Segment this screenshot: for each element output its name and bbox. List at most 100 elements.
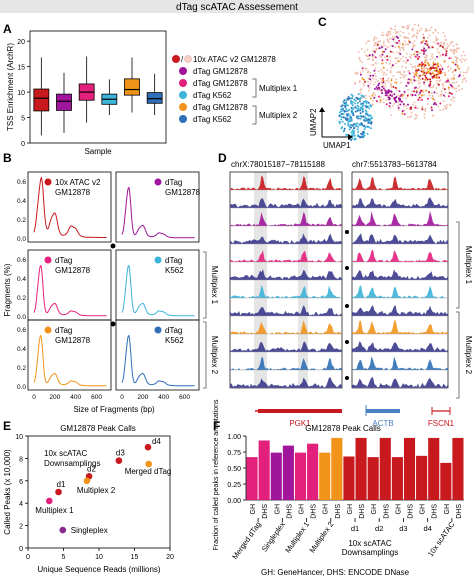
umap-point: [405, 52, 408, 55]
umap-point: [389, 71, 392, 74]
b-connector-dot: [110, 321, 116, 327]
umap-point: [340, 108, 343, 111]
umap-point: [454, 63, 457, 66]
f-bar-category: DHS: [311, 504, 318, 519]
umap-point: [398, 108, 400, 111]
legend-label: dTag K562: [193, 91, 232, 100]
umap-point: [424, 74, 427, 77]
umap-point: [393, 81, 396, 84]
umap-point: [350, 138, 352, 141]
umap-point: [389, 44, 392, 47]
umap-point: [344, 123, 346, 125]
e-point: [55, 488, 62, 496]
umap-point: [413, 78, 415, 80]
umap-point: [408, 80, 411, 83]
umap-point: [450, 41, 452, 43]
umap-point: [399, 95, 402, 98]
umap-point: [386, 90, 389, 93]
umap-point: [419, 93, 421, 96]
umap-point: [374, 67, 377, 70]
umap-point: [460, 61, 463, 63]
umap-point: [410, 112, 413, 114]
legend-label: dTag GM12878: [193, 67, 248, 76]
umap-point: [435, 42, 438, 45]
umap-point: [408, 78, 410, 81]
umap-point: [442, 100, 445, 103]
umap-point: [385, 79, 388, 82]
umap-point: [338, 111, 341, 114]
umap-point: [416, 29, 419, 32]
umap-point: [398, 97, 401, 100]
umap-point: [403, 36, 405, 38]
umap-point: [433, 67, 436, 70]
umap-point: [443, 60, 446, 63]
umap-point: [414, 105, 417, 107]
umap-point: [349, 119, 352, 122]
umap-point: [416, 50, 418, 53]
f-group-label: d3: [399, 524, 407, 533]
gene-actb-body: [366, 409, 400, 413]
panel-f-downsample-line-1: 10x scATAC: [348, 539, 391, 548]
umap-point: [419, 78, 422, 81]
panel-e-ticks: 0 5 10 15 20 0 2 4 6 8 10: [15, 434, 174, 561]
umap-point: [423, 94, 425, 96]
umap-point: [365, 112, 368, 115]
umap-point: [343, 127, 346, 130]
umap-point: [380, 44, 382, 47]
umap-point: [422, 33, 424, 36]
umap-point: [374, 41, 377, 44]
umap-point: [381, 85, 384, 88]
umap-point: [379, 96, 382, 99]
panel-letter-f: F: [213, 419, 220, 433]
umap-point: [418, 77, 421, 80]
umap-point: [421, 40, 424, 43]
umap-point: [453, 50, 455, 53]
umap-point: [401, 112, 404, 115]
umap-point: [405, 56, 407, 59]
umap-point: [405, 43, 407, 46]
umap-point: [378, 87, 381, 90]
panel-e-annotation-line-1: 10x scATAC: [44, 449, 87, 458]
umap-point: [384, 82, 387, 85]
umap-point: [377, 70, 380, 72]
umap-point: [451, 85, 453, 88]
e-ytick-label: 2: [19, 524, 23, 531]
umap-point: [385, 35, 388, 37]
umap-point: [368, 107, 371, 110]
umap-point: [420, 96, 423, 99]
umap-point: [359, 59, 362, 62]
umap-point: [374, 56, 377, 59]
umap-point: [428, 64, 431, 67]
umap-point: [428, 34, 431, 37]
panel-b-xlabel: Size of Fragments (bp): [73, 405, 155, 414]
legend-dot: [179, 67, 187, 75]
umap-point: [381, 62, 384, 65]
umap-point: [453, 48, 455, 51]
umap-point: [452, 61, 455, 64]
e-ytick-label: 6: [19, 479, 23, 486]
umap-point: [387, 34, 390, 37]
umap-point: [422, 46, 425, 48]
umap-point: [398, 47, 401, 49]
umap-point: [410, 78, 413, 81]
umap-point: [425, 76, 428, 79]
f-group-label: d1: [351, 524, 359, 533]
umap-point: [359, 71, 362, 74]
umap-point: [353, 134, 356, 137]
b-ytick-label: 0.4: [17, 346, 26, 353]
umap-point: [407, 37, 410, 40]
f-bar: [282, 445, 294, 500]
umap-point: [387, 30, 390, 33]
umap-point: [397, 104, 399, 107]
fragment-size-curve: [33, 176, 107, 238]
umap-point: [417, 65, 419, 67]
umap-point: [412, 27, 414, 30]
f-bar-category: GH: [299, 504, 306, 515]
umap-point: [435, 79, 438, 82]
umap-point: [449, 67, 452, 70]
umap-point: [384, 56, 386, 59]
umap-point: [366, 48, 369, 51]
umap-point: [430, 97, 433, 99]
umap-point: [374, 94, 377, 96]
umap-point: [426, 103, 429, 105]
